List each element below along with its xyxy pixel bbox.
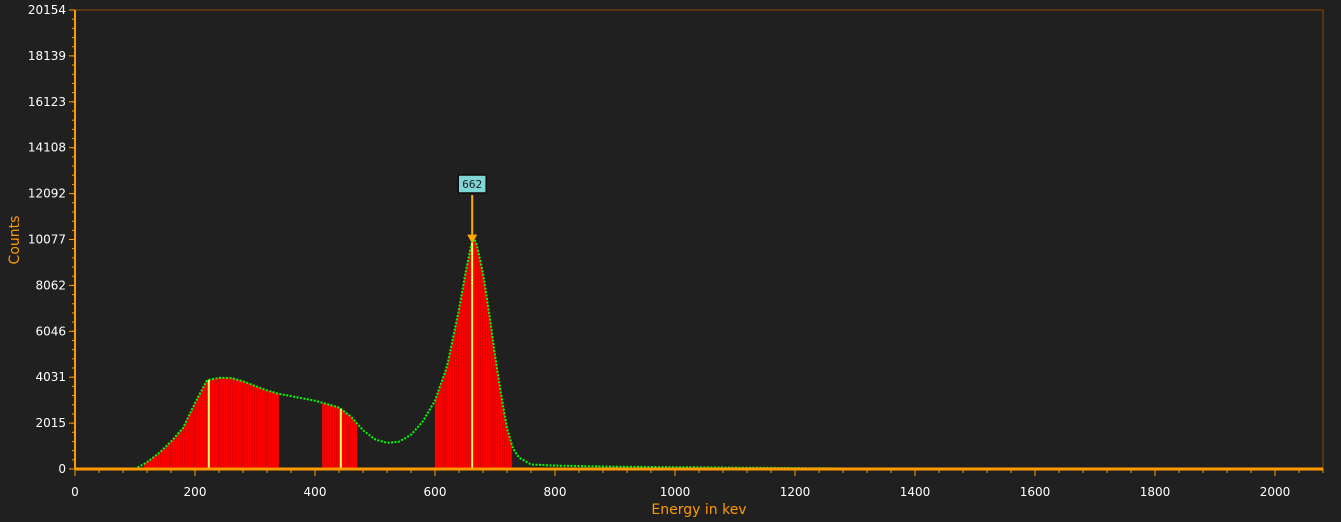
axes: 0 2015 4031 6046 8062 10077 12092 14108 16123 181… bbox=[28, 3, 1324, 499]
peak-label: 662 bbox=[462, 178, 482, 191]
marker-lines bbox=[207, 242, 474, 469]
x-axis-title: Energy in kev bbox=[651, 502, 746, 518]
x-tick-label: 2000 bbox=[1260, 485, 1291, 499]
y-tick-label: 8062 bbox=[35, 278, 66, 292]
y-tick-label: 18139 bbox=[28, 49, 66, 63]
x-tick-label: 1200 bbox=[780, 485, 811, 499]
x-tick-label: 400 bbox=[304, 485, 327, 499]
peak-annotation: 662 bbox=[457, 174, 487, 244]
x-tick-label: 600 bbox=[424, 485, 447, 499]
roi-regions bbox=[143, 239, 513, 469]
x-tick-label: 200 bbox=[184, 485, 207, 499]
y-tick-label: 6046 bbox=[35, 324, 66, 338]
y-tick-label: 12092 bbox=[28, 187, 66, 201]
x-tick-label: 0 bbox=[71, 485, 79, 499]
x-tick-label: 800 bbox=[544, 485, 567, 499]
y-tick-label: 4031 bbox=[35, 370, 66, 384]
y-tick-label: 20154 bbox=[28, 3, 66, 17]
y-tick-label: 0 bbox=[58, 462, 66, 476]
peak-pointer-arrow bbox=[467, 234, 478, 244]
y-tick-label: 2015 bbox=[35, 416, 66, 430]
roi-region-2 bbox=[322, 402, 357, 469]
y-tick-label: 14108 bbox=[28, 141, 66, 155]
peak-label-box bbox=[457, 174, 487, 194]
y-axis-title: Counts bbox=[7, 216, 23, 265]
y-tick-label: 16123 bbox=[28, 95, 66, 109]
x-tick-label: 1800 bbox=[1140, 485, 1171, 499]
x-tick-label: 1400 bbox=[900, 485, 931, 499]
x-tick-label: 1600 bbox=[1020, 485, 1051, 499]
y-tick-label: 10077 bbox=[28, 233, 66, 247]
x-tick-label: 1000 bbox=[660, 485, 691, 499]
